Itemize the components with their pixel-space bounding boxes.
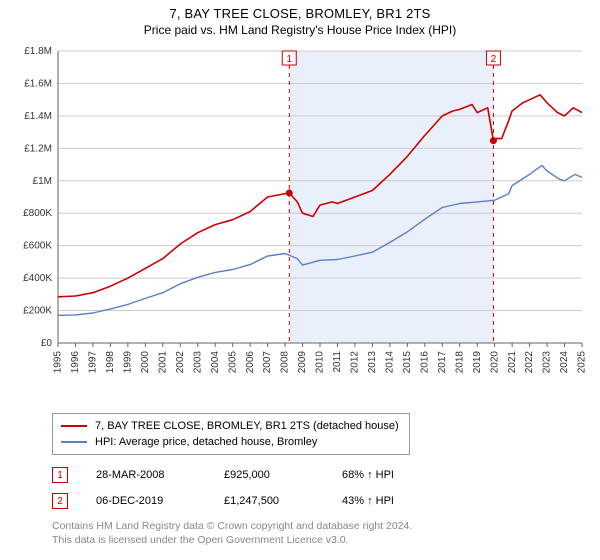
svg-text:2024: 2024 bbox=[559, 351, 570, 374]
svg-text:2016: 2016 bbox=[419, 351, 430, 374]
legend-label: 7, BAY TREE CLOSE, BROMLEY, BR1 2TS (det… bbox=[95, 420, 399, 432]
svg-text:2008: 2008 bbox=[280, 351, 291, 374]
sale-event-row: 2 06-DEC-2019 £1,247,500 43% ↑ HPI bbox=[52, 493, 580, 509]
legend: 7, BAY TREE CLOSE, BROMLEY, BR1 2TS (det… bbox=[52, 413, 410, 455]
svg-text:1996: 1996 bbox=[70, 351, 81, 374]
svg-text:2001: 2001 bbox=[157, 351, 168, 374]
event-price: £1,247,500 bbox=[224, 495, 314, 507]
svg-text:2025: 2025 bbox=[577, 351, 588, 374]
footer-line2: This data is licensed under the Open Gov… bbox=[52, 533, 580, 547]
svg-text:£0: £0 bbox=[41, 338, 53, 349]
svg-text:2009: 2009 bbox=[297, 351, 308, 374]
svg-text:1998: 1998 bbox=[105, 351, 116, 374]
svg-text:2013: 2013 bbox=[367, 351, 378, 374]
svg-text:2020: 2020 bbox=[489, 351, 500, 374]
event-date: 28-MAR-2008 bbox=[96, 469, 196, 481]
svg-text:2002: 2002 bbox=[175, 351, 186, 374]
svg-text:£1M: £1M bbox=[33, 176, 52, 187]
event-vs-hpi: 43% ↑ HPI bbox=[342, 495, 394, 507]
svg-text:£1.2M: £1.2M bbox=[24, 143, 52, 154]
svg-text:£1.4M: £1.4M bbox=[24, 111, 52, 122]
svg-text:2003: 2003 bbox=[192, 351, 203, 374]
svg-text:1997: 1997 bbox=[88, 351, 99, 374]
event-badge: 2 bbox=[52, 493, 68, 509]
svg-text:2021: 2021 bbox=[507, 351, 518, 374]
svg-text:2007: 2007 bbox=[262, 351, 273, 374]
chart-title-line2: Price paid vs. HM Land Registry's House … bbox=[10, 23, 590, 37]
svg-text:2023: 2023 bbox=[542, 351, 553, 374]
svg-text:2019: 2019 bbox=[472, 351, 483, 374]
legend-swatch bbox=[61, 441, 87, 443]
svg-text:2015: 2015 bbox=[402, 351, 413, 374]
svg-text:£1.6M: £1.6M bbox=[24, 78, 52, 89]
attribution: Contains HM Land Registry data © Crown c… bbox=[52, 519, 580, 547]
svg-text:1995: 1995 bbox=[53, 351, 64, 374]
svg-text:2017: 2017 bbox=[437, 351, 448, 374]
event-price: £925,000 bbox=[224, 469, 314, 481]
chart-title-line1: 7, BAY TREE CLOSE, BROMLEY, BR1 2TS bbox=[10, 6, 590, 21]
svg-text:£200K: £200K bbox=[23, 306, 52, 317]
legend-swatch bbox=[61, 425, 87, 427]
event-date: 06-DEC-2019 bbox=[96, 495, 196, 507]
svg-text:2018: 2018 bbox=[454, 351, 465, 374]
svg-text:2011: 2011 bbox=[332, 351, 343, 373]
footer-line1: Contains HM Land Registry data © Crown c… bbox=[52, 519, 580, 533]
legend-item: HPI: Average price, detached house, Brom… bbox=[61, 434, 401, 450]
event-badge: 1 bbox=[52, 467, 68, 483]
svg-text:2014: 2014 bbox=[385, 351, 396, 374]
svg-text:1999: 1999 bbox=[123, 351, 134, 374]
svg-text:£800K: £800K bbox=[23, 208, 52, 219]
sale-events: 1 28-MAR-2008 £925,000 68% ↑ HPI 2 06-DEC-201… bbox=[52, 467, 580, 509]
legend-label: HPI: Average price, detached house, Brom… bbox=[95, 436, 317, 448]
legend-item: 7, BAY TREE CLOSE, BROMLEY, BR1 2TS (det… bbox=[61, 418, 401, 434]
svg-text:1: 1 bbox=[286, 54, 292, 65]
svg-text:2010: 2010 bbox=[315, 351, 326, 374]
svg-text:2006: 2006 bbox=[245, 351, 256, 374]
svg-text:2005: 2005 bbox=[227, 351, 238, 374]
price-chart: £0 £200K £400K £600K £800K £1M £1.2M £1.4M £1.6M… bbox=[10, 43, 590, 403]
svg-text:£1.8M: £1.8M bbox=[24, 46, 52, 57]
svg-text:2012: 2012 bbox=[350, 351, 361, 374]
svg-text:2000: 2000 bbox=[140, 351, 151, 374]
svg-text:2022: 2022 bbox=[524, 351, 535, 374]
svg-text:2: 2 bbox=[491, 54, 497, 65]
svg-text:2004: 2004 bbox=[210, 351, 221, 374]
svg-text:£600K: £600K bbox=[23, 241, 52, 252]
sale-event-row: 1 28-MAR-2008 £925,000 68% ↑ HPI bbox=[52, 467, 580, 483]
event-vs-hpi: 68% ↑ HPI bbox=[342, 469, 394, 481]
svg-text:£400K: £400K bbox=[23, 273, 52, 284]
